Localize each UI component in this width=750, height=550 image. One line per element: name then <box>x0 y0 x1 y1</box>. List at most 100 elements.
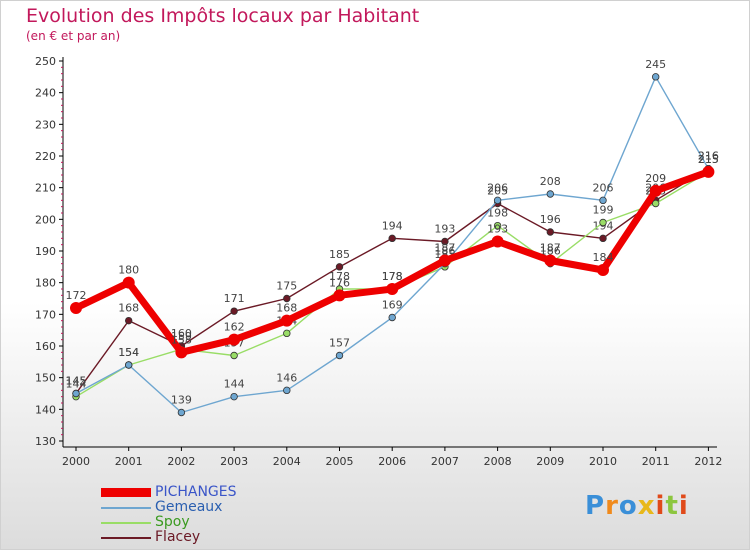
legend-label: Spoy <box>155 515 190 530</box>
data-label-gemeaux: 206 <box>487 181 508 194</box>
y-tick-label: 200 <box>35 213 56 226</box>
y-tick-label: 160 <box>35 340 56 353</box>
data-label-flacey: 168 <box>118 302 139 315</box>
data-point-flacey <box>389 235 396 242</box>
data-point-pichanges <box>544 255 556 267</box>
legend-label: Flacey <box>155 530 200 545</box>
data-point-gemeaux <box>389 314 396 321</box>
x-tick-label: 2006 <box>378 455 406 468</box>
line-chart: 1301401501601701801902002102202302402502… <box>1 1 749 549</box>
x-tick-label: 2005 <box>326 455 354 468</box>
data-label-pichanges: 178 <box>382 270 403 283</box>
data-label-pichanges: 180 <box>118 264 139 277</box>
x-tick-label: 2001 <box>115 455 143 468</box>
y-tick-label: 230 <box>35 118 56 131</box>
x-tick-label: 2007 <box>431 455 459 468</box>
x-tick-label: 2009 <box>536 455 564 468</box>
data-label-gemeaux: 169 <box>382 299 403 312</box>
data-label-gemeaux: 245 <box>645 58 666 71</box>
data-point-gemeaux <box>547 191 554 198</box>
data-label-pichanges: 184 <box>593 251 614 264</box>
x-tick-label: 2010 <box>589 455 617 468</box>
data-point-pichanges <box>439 255 451 267</box>
data-label-flacey: 171 <box>224 292 245 305</box>
legend-swatch <box>101 537 151 539</box>
data-point-flacey <box>125 317 132 324</box>
data-label-pichanges: 187 <box>434 242 455 255</box>
x-tick-label: 2004 <box>273 455 301 468</box>
x-tick-label: 2012 <box>694 455 722 468</box>
data-label-pichanges: 176 <box>329 276 350 289</box>
data-label-pichanges: 162 <box>224 321 245 334</box>
data-point-pichanges <box>281 315 293 327</box>
data-point-pichanges <box>228 334 240 346</box>
data-point-pichanges <box>70 302 82 314</box>
data-label-flacey: 185 <box>329 248 350 261</box>
data-label-pichanges: 209 <box>645 172 666 185</box>
data-label-gemeaux: 154 <box>118 346 139 359</box>
proxiti-logo: Proxiti <box>585 491 689 521</box>
data-label-gemeaux: 157 <box>329 337 350 350</box>
logo-letter: i <box>656 491 666 521</box>
legend-item-flacey: Flacey <box>101 530 237 545</box>
data-point-gemeaux <box>178 409 185 416</box>
legend-swatch <box>101 507 151 509</box>
data-label-pichanges: 193 <box>487 223 508 236</box>
data-point-pichanges <box>702 166 714 178</box>
series-line-pichanges <box>76 172 708 353</box>
y-tick-label: 220 <box>35 150 56 163</box>
data-point-pichanges <box>597 264 609 276</box>
logo-letter: t <box>665 491 678 521</box>
y-tick-label: 170 <box>35 308 56 321</box>
data-label-flacey: 196 <box>540 213 561 226</box>
data-label-gemeaux: 206 <box>593 181 614 194</box>
legend-swatch <box>101 488 151 497</box>
data-point-spoy <box>652 200 659 207</box>
data-label-gemeaux: 139 <box>171 394 192 407</box>
x-tick-label: 2002 <box>167 455 195 468</box>
data-label-pichanges: 215 <box>698 153 719 166</box>
y-tick-label: 210 <box>35 182 56 195</box>
logo-letter: o <box>619 491 638 521</box>
data-point-gemeaux <box>284 387 291 394</box>
x-tick-label: 2008 <box>484 455 512 468</box>
legend-label: Gemeaux <box>155 500 222 515</box>
x-tick-label: 2003 <box>220 455 248 468</box>
y-tick-label: 140 <box>35 403 56 416</box>
data-point-spoy <box>600 219 607 226</box>
data-point-gemeaux <box>73 390 80 397</box>
data-label-pichanges: 168 <box>276 302 297 315</box>
data-label-pichanges: 158 <box>171 333 192 346</box>
series-line-gemeaux <box>76 77 708 413</box>
y-tick-label: 180 <box>35 277 56 290</box>
data-point-gemeaux <box>652 74 659 81</box>
y-tick-label: 130 <box>35 435 56 448</box>
data-label-flacey: 193 <box>434 223 455 236</box>
legend-item-pichanges: PICHANGES <box>101 485 237 500</box>
chart-legend: PICHANGES Gemeaux Spoy Flacey <box>101 485 237 545</box>
data-point-gemeaux <box>336 352 343 359</box>
data-point-pichanges <box>386 283 398 295</box>
data-label-gemeaux: 145 <box>66 375 87 388</box>
data-point-pichanges <box>175 346 187 358</box>
x-tick-label: 2000 <box>62 455 90 468</box>
data-point-flacey <box>547 229 554 236</box>
chart-frame: Evolution des Impôts locaux par Habitant… <box>0 0 750 550</box>
data-point-pichanges <box>123 277 135 289</box>
data-label-gemeaux: 146 <box>276 371 297 384</box>
data-label-pichanges: 172 <box>66 289 87 302</box>
y-tick-label: 190 <box>35 245 56 258</box>
x-tick-label: 2011 <box>642 455 670 468</box>
data-point-flacey <box>231 308 238 315</box>
data-label-gemeaux: 208 <box>540 175 561 188</box>
logo-letter: P <box>585 491 605 521</box>
legend-item-spoy: Spoy <box>101 515 237 530</box>
logo-letter: i <box>679 491 689 521</box>
data-label-spoy: 199 <box>593 204 614 217</box>
data-label-flacey: 194 <box>382 219 403 232</box>
data-point-spoy <box>231 352 238 359</box>
data-point-pichanges <box>650 185 662 197</box>
y-tick-label: 250 <box>35 55 56 68</box>
data-point-gemeaux <box>494 197 501 204</box>
y-tick-label: 240 <box>35 87 56 100</box>
